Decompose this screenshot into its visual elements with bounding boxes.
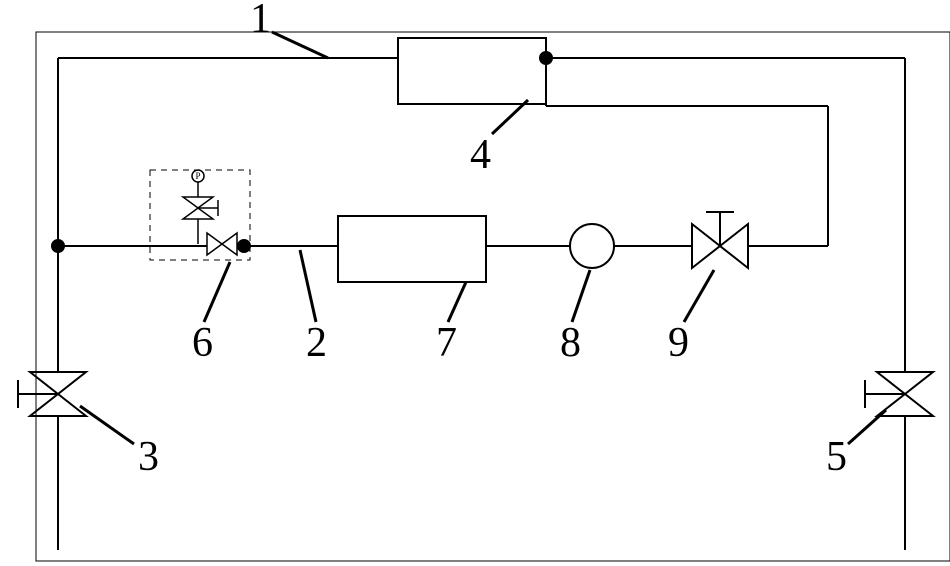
schematic-diagram: P 1 4 6 2 7 8 9 3 5 — [0, 0, 950, 566]
callout-label-8: 8 — [560, 320, 581, 366]
callout-label-3: 3 — [138, 434, 159, 480]
callout-label-5: 5 — [826, 434, 847, 480]
callout-label-7: 7 — [436, 320, 457, 366]
callout-label-6: 6 — [192, 320, 213, 366]
callout-label-4: 4 — [470, 132, 491, 178]
callout-label-9: 9 — [668, 320, 689, 366]
svg-text:P: P — [195, 171, 200, 181]
callout-label-1: 1 — [250, 0, 271, 42]
callout-label-2: 2 — [306, 320, 327, 366]
